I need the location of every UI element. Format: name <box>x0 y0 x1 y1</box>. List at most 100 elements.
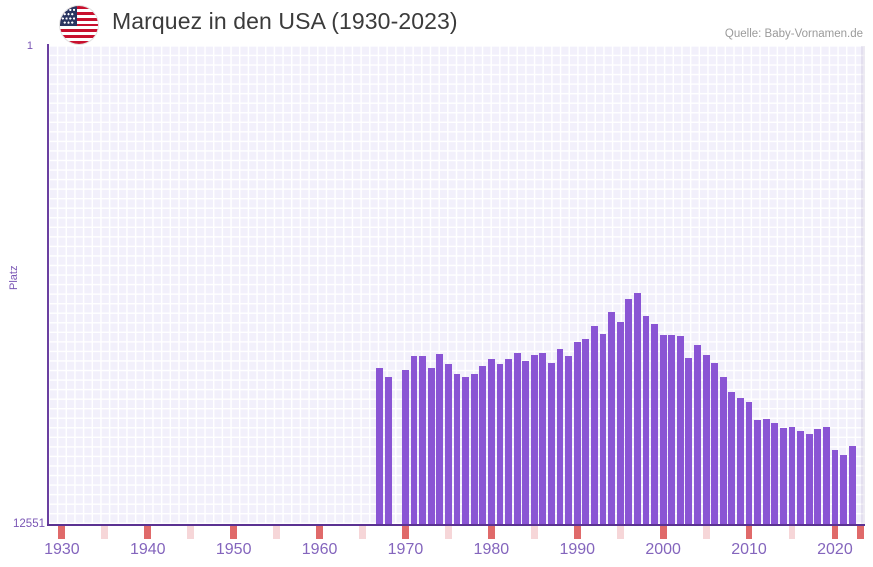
bar[interactable] <box>668 334 676 524</box>
bar[interactable] <box>642 315 650 524</box>
source-attribution: Quelle: Baby-Vornamen.de <box>724 28 863 40</box>
bar[interactable] <box>556 348 564 524</box>
x-tick-major <box>144 526 152 539</box>
x-tick-major <box>402 526 409 539</box>
x-axis-tick-label: 1980 <box>473 541 510 558</box>
x-tick-minor <box>788 526 796 539</box>
bar[interactable] <box>470 374 478 524</box>
bar[interactable] <box>745 402 753 524</box>
bar[interactable] <box>616 322 624 524</box>
x-axis-tick-label: 1950 <box>215 541 252 558</box>
bar[interactable] <box>462 377 469 524</box>
bar[interactable] <box>539 352 547 524</box>
bar[interactable] <box>831 449 839 524</box>
bar[interactable] <box>565 356 573 524</box>
chart-header: Marquez in den USA (1930-2023) Quelle: B… <box>0 0 873 46</box>
x-axis-tick-label: 1970 <box>387 541 424 558</box>
x-tick-major <box>230 526 238 539</box>
bar[interactable] <box>505 359 512 524</box>
bar[interactable] <box>848 445 856 524</box>
bar[interactable] <box>711 362 719 524</box>
bar[interactable] <box>436 354 444 524</box>
bar[interactable] <box>702 355 710 524</box>
bar[interactable] <box>659 335 667 524</box>
x-tick-minor <box>444 526 452 539</box>
bar[interactable] <box>419 355 427 524</box>
bar[interactable] <box>513 352 521 524</box>
bar[interactable] <box>444 364 452 524</box>
x-tick-major <box>831 526 839 539</box>
x-tick-minor <box>101 526 109 539</box>
bar[interactable] <box>737 398 744 524</box>
x-tick-major <box>573 526 581 539</box>
y-axis-top-label: 1 <box>26 40 33 52</box>
bar[interactable] <box>608 311 616 524</box>
y-axis-title: Platz <box>8 265 20 290</box>
bar[interactable] <box>633 292 641 524</box>
bar[interactable] <box>788 426 796 524</box>
x-axis-tick-strip <box>49 526 865 539</box>
x-tick-minor <box>702 526 710 539</box>
bar[interactable] <box>754 419 762 524</box>
bar[interactable] <box>522 360 530 524</box>
bar[interactable] <box>814 429 822 524</box>
bar[interactable] <box>496 364 504 524</box>
bar[interactable] <box>771 423 779 524</box>
bar[interactable] <box>427 367 435 524</box>
bar[interactable] <box>694 345 701 524</box>
bar[interactable] <box>840 455 847 524</box>
page-title: Marquez in den USA (1930-2023) <box>112 8 458 34</box>
bar-series <box>49 46 865 524</box>
x-tick-major <box>659 526 667 539</box>
bar[interactable] <box>487 359 495 524</box>
flag-stripes <box>60 6 98 44</box>
x-axis-line <box>47 524 865 526</box>
x-tick-minor <box>530 526 538 539</box>
bar[interactable] <box>453 373 461 524</box>
x-tick-major <box>487 526 495 539</box>
bar[interactable] <box>376 367 384 524</box>
bar[interactable] <box>582 339 590 524</box>
y-axis-bottom-label: 12551 <box>13 518 45 530</box>
x-tick-major <box>857 526 865 539</box>
bar[interactable] <box>797 430 804 524</box>
bar[interactable] <box>530 355 538 524</box>
bar[interactable] <box>779 427 787 524</box>
bar[interactable] <box>573 342 581 524</box>
bar[interactable] <box>410 356 418 524</box>
flag-canton <box>60 6 78 27</box>
bar[interactable] <box>719 377 727 524</box>
bar[interactable] <box>384 377 392 524</box>
us-flag-icon <box>60 6 98 44</box>
x-axis-tick-label: 2010 <box>731 541 767 558</box>
bar[interactable] <box>625 299 633 524</box>
bar[interactable] <box>805 433 813 524</box>
bar[interactable] <box>599 333 607 524</box>
x-axis-tick-label: 1930 <box>44 541 80 558</box>
bar[interactable] <box>676 336 684 524</box>
bar[interactable] <box>402 369 409 524</box>
x-tick-minor <box>187 526 195 539</box>
plot-area <box>49 46 865 524</box>
x-tick-minor <box>359 526 366 539</box>
bar[interactable] <box>685 357 693 524</box>
x-axis-tick-label: 1940 <box>129 541 166 558</box>
x-tick-major <box>58 526 66 539</box>
bar[interactable] <box>548 363 555 524</box>
x-axis-tick-label: 2020 <box>817 541 853 558</box>
bar[interactable] <box>728 391 736 524</box>
x-tick-minor <box>616 526 624 539</box>
bar[interactable] <box>479 365 487 524</box>
bar[interactable] <box>822 426 830 524</box>
y-axis-line <box>47 44 49 526</box>
x-tick-major <box>745 526 753 539</box>
x-axis-tick-label: 1990 <box>559 541 596 558</box>
x-tick-minor <box>273 526 281 539</box>
x-tick-major <box>316 526 323 539</box>
bar[interactable] <box>762 419 770 524</box>
bar[interactable] <box>590 325 598 524</box>
x-axis-tick-label: 1960 <box>301 541 338 558</box>
x-axis-tick-label: 2000 <box>645 541 681 558</box>
bar[interactable] <box>651 324 658 524</box>
